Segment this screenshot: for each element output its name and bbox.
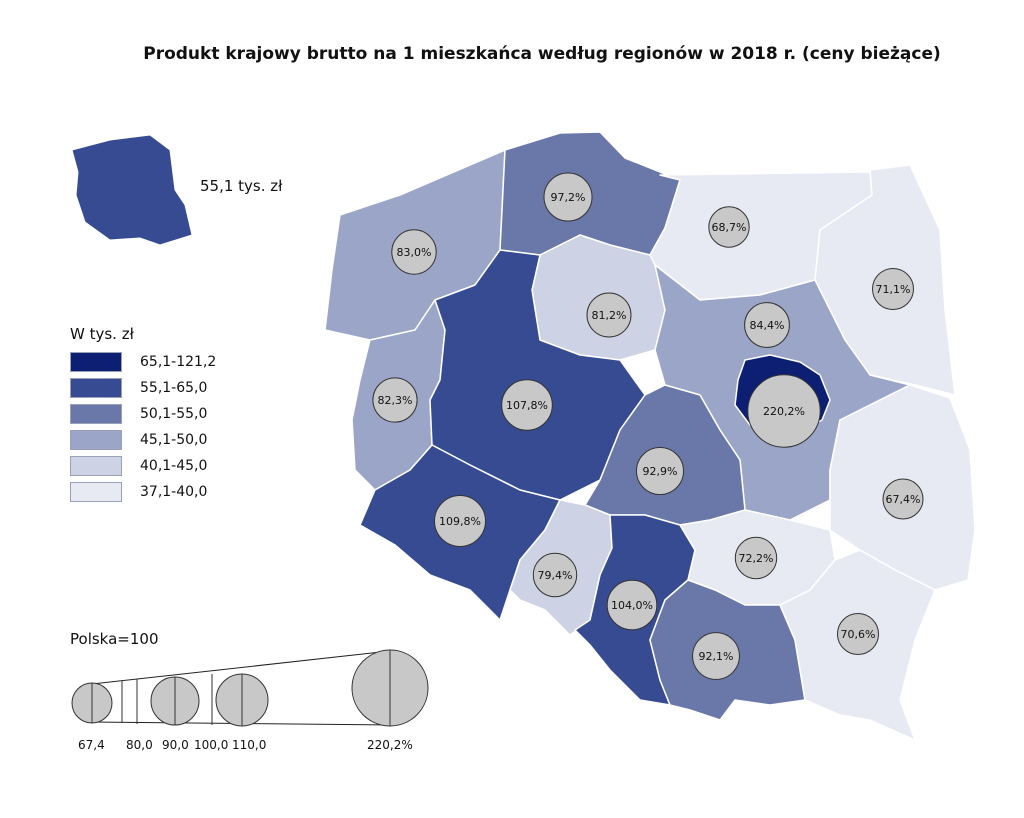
index-circle <box>837 613 879 655</box>
legend-item: 37,1-40,0 <box>70 482 207 502</box>
index-label: 92,9% <box>643 465 678 478</box>
index-label: 84,4% <box>750 319 785 332</box>
size-scale <box>71 649 429 727</box>
legend-swatch <box>70 404 122 424</box>
index-circle <box>734 536 778 580</box>
legend-item: 45,1-50,0 <box>70 430 207 450</box>
index-circle <box>434 495 486 547</box>
scale-label-100: 100,0 <box>194 738 229 752</box>
index-label: 109,8% <box>439 515 481 528</box>
legend-item: 55,1-65,0 <box>70 378 207 398</box>
index-label: 70,6% <box>841 628 876 641</box>
index-circle <box>882 478 924 520</box>
index-circle <box>586 292 632 338</box>
legend-swatch <box>70 456 122 476</box>
legend-label: 55,1-65,0 <box>140 380 208 396</box>
index-circle <box>532 552 578 598</box>
poland-silhouette <box>71 134 193 246</box>
index-label: 81,2% <box>592 309 627 322</box>
index-label: 83,0% <box>397 246 432 259</box>
index-label: 97,2% <box>551 191 586 204</box>
index-label: 220,2% <box>763 405 805 418</box>
legend-label: 45,1-50,0 <box>140 432 208 448</box>
index-circle <box>372 377 418 423</box>
legend-swatch <box>70 378 122 398</box>
legend-swatch <box>70 482 122 502</box>
index-circle <box>692 632 740 680</box>
legend-item: 65,1-121,2 <box>70 352 216 372</box>
index-circle <box>543 172 593 222</box>
map-title: Produkt krajowy brutto na 1 mieszkańca w… <box>143 44 941 64</box>
index-label: 67,4% <box>886 493 921 506</box>
index-circle <box>636 447 684 495</box>
national-gdp-value: 55,1 tys. zł <box>200 177 283 195</box>
scale-label-90: 90,0 <box>162 738 189 752</box>
index-circle <box>501 379 553 431</box>
legend-item: 40,1-45,0 <box>70 456 207 476</box>
scale-title: Polska=100 <box>70 630 159 648</box>
legend-swatch <box>70 430 122 450</box>
index-label: 71,1% <box>876 283 911 296</box>
index-circle <box>872 268 914 310</box>
index-circle <box>747 374 821 448</box>
scale-label-67: 67,4 <box>78 738 105 752</box>
index-label: 68,7% <box>712 221 747 234</box>
index-circle <box>708 206 750 248</box>
legend-label: 50,1-55,0 <box>140 406 208 422</box>
legend-swatch <box>70 352 122 372</box>
index-label: 79,4% <box>538 569 573 582</box>
legend-item: 50,1-55,0 <box>70 404 207 424</box>
index-circle <box>744 302 790 348</box>
scale-label-80: 80,0 <box>126 738 153 752</box>
index-label: 92,1% <box>699 650 734 663</box>
legend-label: 65,1-121,2 <box>140 354 217 370</box>
index-label: 104,0% <box>611 599 653 612</box>
index-label: 82,3% <box>378 394 413 407</box>
index-label: 72,2% <box>739 552 774 565</box>
legend-label: 37,1-40,0 <box>140 484 208 500</box>
legend-label: 40,1-45,0 <box>140 458 208 474</box>
scale-label-110: 110,0 <box>232 738 267 752</box>
legend-title: W tys. zł <box>70 325 134 343</box>
index-label: 107,8% <box>506 399 548 412</box>
index-circle <box>391 229 437 275</box>
scale-label-220: 220,2% <box>367 738 413 752</box>
index-circle <box>606 579 658 631</box>
